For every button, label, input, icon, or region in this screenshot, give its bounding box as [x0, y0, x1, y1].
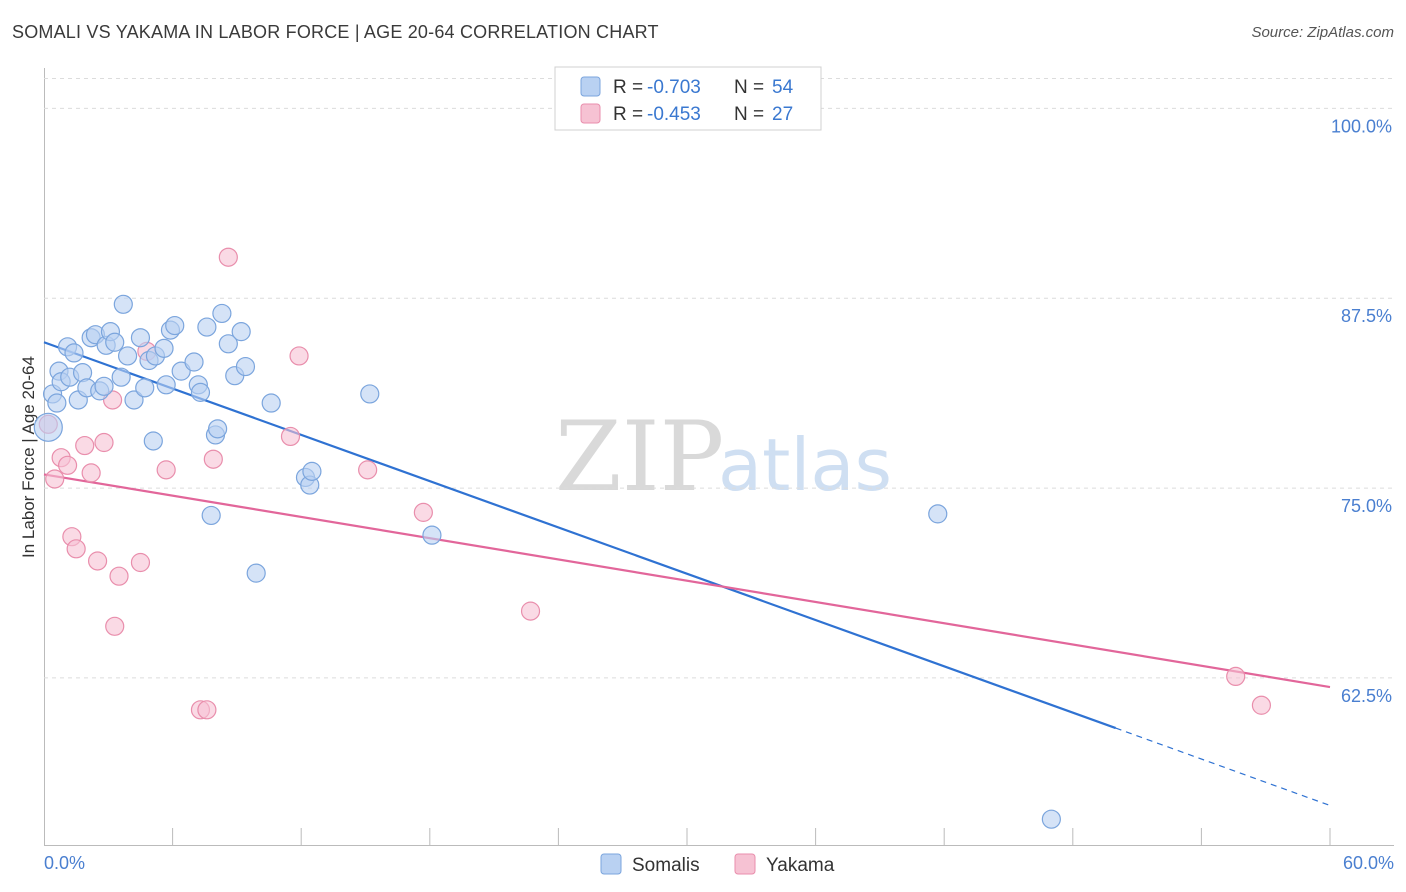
yakama-point-13 [130, 552, 151, 573]
legend-n-value-2: 27 [772, 104, 793, 125]
yakama-point-6 [75, 435, 95, 456]
bottom-legend-swatch-yakama [734, 853, 756, 875]
y-tick-label-3: 100.0% [1331, 116, 1392, 136]
somali-point-25 [143, 431, 163, 451]
somali-points [33, 294, 1061, 829]
yakama-point-9 [94, 432, 114, 453]
legend-swatch-somalis [580, 76, 601, 97]
series-legend: Somalis Yakama [600, 853, 835, 876]
yakama-point-25 [1226, 666, 1246, 687]
somali-point-38 [208, 419, 228, 439]
somali-point-34 [190, 382, 211, 402]
x-axis-ticks [172, 828, 1331, 845]
yakama-point-3 [57, 455, 78, 475]
somali-point-39 [212, 303, 232, 324]
bottom-legend-label-yakama: Yakama [766, 855, 835, 876]
y-axis-title: In Labor Force | Age 20-64 [19, 356, 38, 558]
chart-title: SOMALI VS YAKAMA IN LABOR FORCE | AGE 20… [12, 22, 659, 42]
bottom-legend-swatch-somalis [600, 853, 622, 875]
stats-legend: R = -0.703 N = 54 R = -0.453 N = 27 [554, 66, 822, 131]
somali-point-27 [154, 338, 174, 358]
yakama-point-7 [81, 463, 101, 483]
somali-point-43 [235, 356, 256, 377]
yakama-point-24 [520, 601, 541, 621]
legend-n-label-1: N = [734, 77, 764, 98]
source-label: Source: ZipAtlas.com [1251, 24, 1394, 41]
y-tick-label-1: 75.0% [1341, 496, 1392, 516]
yakama-point-11 [105, 616, 125, 636]
somali-point-7 [64, 343, 84, 363]
somali-point-35 [197, 317, 217, 337]
yakama-point-1 [45, 469, 65, 489]
legend-n-value-1: 54 [772, 77, 794, 98]
yakama-point-5 [66, 539, 86, 559]
yakama-point-15 [156, 460, 176, 480]
somali-trend-extension [1115, 727, 1331, 807]
y-tick-labels: 62.5% 75.0% 87.5% 100.0% [1331, 116, 1392, 706]
yakama-point-20 [280, 426, 301, 447]
yakama-point-22 [358, 460, 378, 480]
somali-point-17 [105, 332, 125, 352]
yakama-point-12 [109, 566, 129, 586]
legend-r-value-2: -0.453 [647, 104, 701, 125]
legend-n-label-2: N = [734, 104, 764, 125]
x-tick-label-max: 60.0% [1343, 853, 1394, 873]
somali-point-0 [33, 412, 63, 442]
yakama-point-21 [289, 346, 309, 366]
somali-trend-line [43, 341, 1117, 730]
x-tick-label-min: 0.0% [44, 853, 85, 873]
somali-point-23 [135, 378, 155, 398]
legend-r-label-2: R = [613, 104, 643, 125]
somali-point-22 [130, 328, 151, 348]
yakama-point-19 [218, 247, 238, 267]
legend-swatch-yakama [580, 103, 601, 124]
watermark-atlas: atlas [718, 423, 892, 507]
y-tick-label-2: 87.5% [1341, 306, 1392, 326]
somali-point-32 [184, 352, 204, 372]
yakama-point-17 [197, 700, 217, 720]
somali-point-18 [111, 367, 131, 387]
trend-lines [43, 341, 1331, 807]
somali-point-20 [117, 346, 138, 366]
somali-point-50 [422, 525, 442, 545]
somali-point-36 [201, 505, 221, 526]
gridlines [44, 107, 1394, 679]
somali-point-51 [928, 504, 948, 524]
watermark-zip: ZIP [555, 401, 724, 513]
somali-point-44 [246, 563, 266, 583]
somali-point-2 [47, 393, 67, 413]
yakama-trend-line [43, 473, 1331, 689]
somali-point-48 [302, 461, 322, 481]
legend-r-value-1: -0.703 [647, 77, 701, 98]
yakama-point-8 [87, 551, 108, 571]
somali-point-40 [218, 334, 238, 354]
somali-point-45 [261, 393, 281, 413]
somali-point-14 [94, 376, 114, 396]
yakama-point-23 [413, 502, 433, 522]
yakama-point-18 [203, 449, 223, 469]
yakama-point-26 [1251, 695, 1272, 715]
somali-point-42 [231, 322, 251, 342]
bottom-legend-label-somalis: Somalis [632, 855, 700, 876]
legend-r-label-1: R = [613, 77, 643, 98]
somali-point-28 [156, 375, 176, 395]
somali-point-19 [113, 294, 133, 314]
y-tick-label-0: 62.5% [1341, 686, 1392, 706]
somali-point-21 [124, 390, 144, 410]
somali-point-49 [360, 384, 380, 404]
somali-point-30 [165, 315, 185, 336]
watermark: ZIP atlas [555, 401, 892, 513]
somali-point-52 [1041, 809, 1061, 829]
